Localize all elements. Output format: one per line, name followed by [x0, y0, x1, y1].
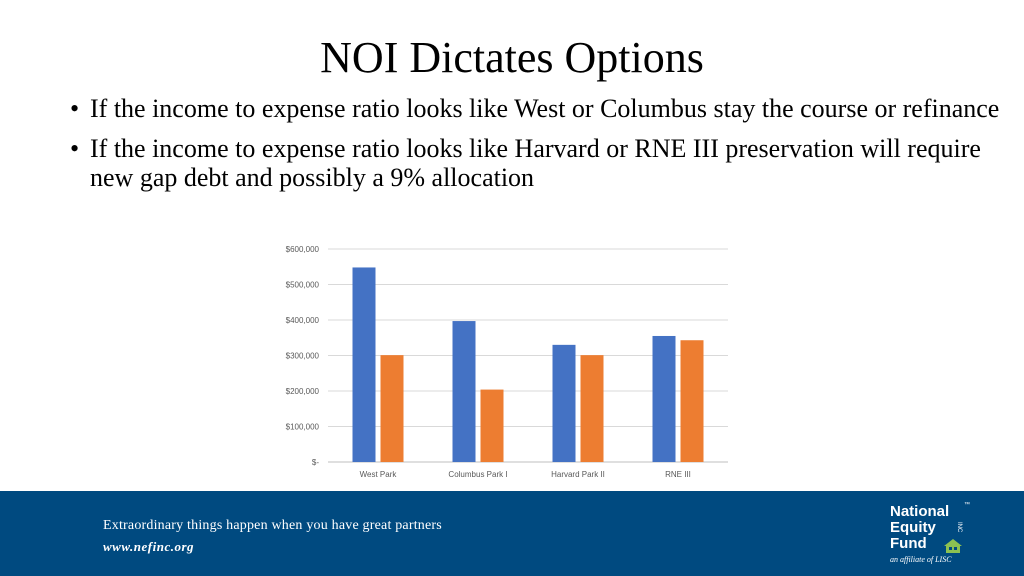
- bullet-glyph: •: [70, 94, 80, 123]
- bar-blue: [652, 335, 676, 462]
- y-tick-label: $200,000: [286, 387, 320, 396]
- logo-line-fund: Fund: [890, 535, 927, 552]
- footer-url[interactable]: www.nefinc.org: [103, 539, 195, 554]
- x-tick-label: Harvard Park II: [551, 470, 605, 479]
- logo-affiliate-text: an affiliate of LISC: [890, 555, 952, 564]
- logo-trademark: ™: [964, 502, 970, 508]
- y-tick-label: $300,000: [286, 352, 320, 361]
- y-tick-label: $-: [312, 458, 319, 467]
- bar-blue: [352, 267, 376, 462]
- bullet-text: If the income to expense ratio looks lik…: [90, 134, 981, 192]
- bullet-list: • If the income to expense ratio looks l…: [70, 94, 1000, 203]
- slide-title: NOI Dictates Options: [320, 33, 704, 82]
- logo-line-equity: Equity: [890, 519, 936, 536]
- bar-blue: [552, 344, 576, 462]
- y-tick-label: $600,000: [286, 245, 320, 254]
- bar-orange: [480, 389, 504, 462]
- bar-orange: [680, 340, 704, 462]
- bar-orange: [380, 355, 404, 462]
- footer-tagline: Extraordinary things happen when you hav…: [103, 518, 442, 533]
- logo-inc: INC: [956, 522, 962, 533]
- house-icon: [944, 539, 962, 553]
- nef-logo: National Equity Fund ™ INC an affiliate …: [890, 502, 986, 570]
- x-tick-label: West Park: [360, 470, 398, 479]
- y-tick-label: $500,000: [286, 281, 320, 290]
- bar-orange: [580, 355, 604, 462]
- bullet-glyph: •: [70, 134, 80, 163]
- logo-line-national: National: [890, 503, 950, 520]
- bar-chart: $- $100,000 $200,000 $300,000 $400,000 $500,0…: [286, 245, 728, 479]
- x-tick-label: Columbus Park I: [448, 470, 507, 479]
- bullet-item: • If the income to expense ratio looks l…: [70, 94, 1000, 123]
- y-tick-label: $100,000: [286, 423, 320, 432]
- x-tick-label: RNE III: [665, 470, 691, 479]
- bar-blue: [452, 321, 476, 462]
- footer-banner: Extraordinary things happen when you hav…: [0, 491, 1024, 576]
- y-tick-label: $400,000: [286, 316, 320, 325]
- bullet-text: If the income to expense ratio looks lik…: [90, 94, 1000, 123]
- bullet-item: • If the income to expense ratio looks l…: [70, 134, 1000, 192]
